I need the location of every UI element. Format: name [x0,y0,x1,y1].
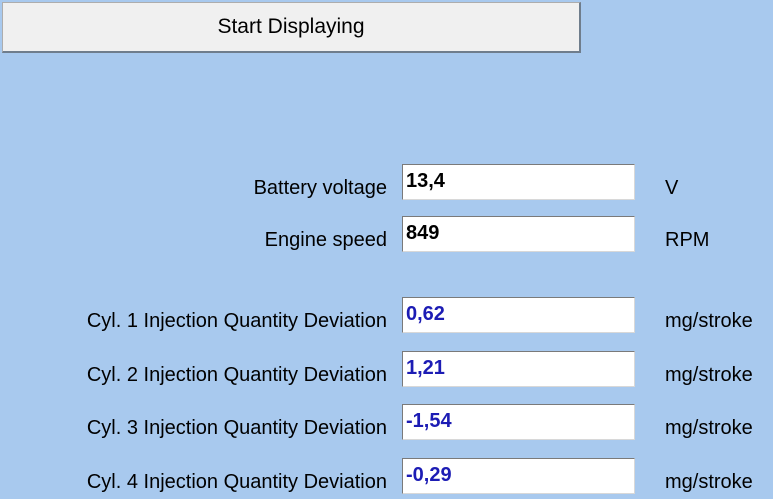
battery-voltage-row: Battery voltage 13,4 V [0,164,773,200]
battery-voltage-field[interactable]: 13,4 [402,164,635,200]
cyl2-deviation-label: Cyl. 2 Injection Quantity Deviation [86,364,387,386]
cyl1-deviation-unit: mg/stroke [665,310,753,332]
cyl4-deviation-unit: mg/stroke [665,471,753,493]
engine-speed-unit: RPM [665,229,710,251]
cyl4-deviation-row: Cyl. 4 Injection Quantity Deviation -0,2… [0,458,773,494]
cyl1-deviation-row: Cyl. 1 Injection Quantity Deviation 0,62… [0,297,773,333]
start-displaying-button[interactable]: Start Displaying [2,2,581,53]
cyl4-deviation-label: Cyl. 4 Injection Quantity Deviation [86,471,387,493]
cyl1-deviation-label: Cyl. 1 Injection Quantity Deviation [86,310,387,332]
cyl3-deviation-field[interactable]: -1,54 [402,404,635,440]
battery-voltage-unit: V [665,177,679,199]
cyl3-deviation-unit: mg/stroke [665,417,753,439]
engine-speed-row: Engine speed 849 RPM [0,216,773,252]
battery-voltage-label: Battery voltage [253,177,387,199]
cyl3-deviation-label: Cyl. 3 Injection Quantity Deviation [86,417,387,439]
cyl4-deviation-field[interactable]: -0,29 [402,458,635,494]
engine-speed-label: Engine speed [264,229,387,251]
cyl3-deviation-row: Cyl. 3 Injection Quantity Deviation -1,5… [0,404,773,440]
cyl2-deviation-unit: mg/stroke [665,364,753,386]
engine-speed-field[interactable]: 849 [402,216,635,252]
cyl2-deviation-row: Cyl. 2 Injection Quantity Deviation 1,21… [0,351,773,387]
cyl2-deviation-field[interactable]: 1,21 [402,351,635,387]
cyl1-deviation-field[interactable]: 0,62 [402,297,635,333]
